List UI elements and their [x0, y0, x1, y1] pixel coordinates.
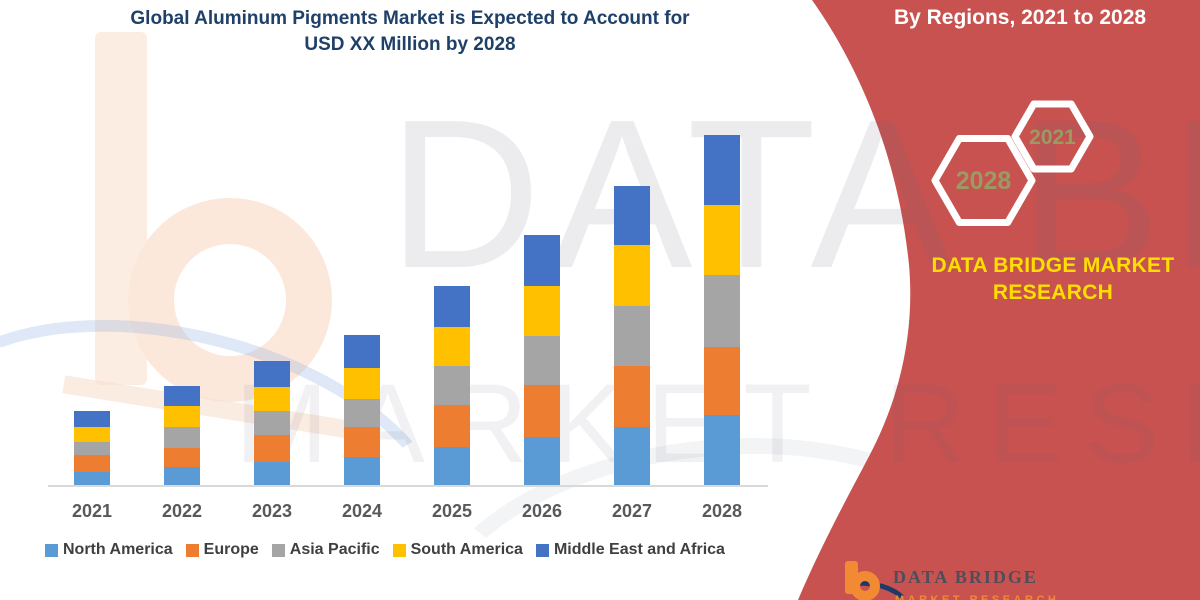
bar-segment-north-america	[524, 437, 560, 485]
legend-swatch	[535, 543, 549, 557]
bar-segment-asia-pacific	[434, 366, 470, 405]
x-axis-tick-label: 2027	[611, 501, 653, 521]
brand-name-yellow: DATA BRIDGE MARKET RESEARCH	[931, 254, 1175, 304]
stacked-bar-2028	[704, 135, 740, 485]
bar-segment-europe	[524, 385, 560, 437]
chart-legend: North America Europe Asia Pacific South Ame…	[45, 541, 725, 559]
legend-swatch	[271, 543, 285, 557]
bar-segment-north-america	[614, 427, 650, 485]
hexagon-2021	[1011, 100, 1094, 173]
bar-segment-south-america	[704, 205, 740, 275]
legend-swatch	[392, 543, 406, 557]
bar-segment-middle-east-and-africa	[614, 186, 650, 245]
x-axis-tick-label: 2022	[161, 501, 203, 521]
footer-b-logo-bowl	[850, 571, 880, 600]
bar-segment-asia-pacific	[164, 427, 200, 448]
watermark-text-line1: DATA BRIDGE	[388, 75, 1200, 312]
footer-brand-subtext: MARKET RESEARCH	[895, 594, 1060, 600]
bar-segment-europe	[434, 405, 470, 447]
bar-segment-asia-pacific	[344, 399, 380, 427]
legend-label: Middle East and Africa	[553, 541, 725, 558]
hexagon-2028-label: 2028	[956, 167, 1012, 195]
bar-segment-asia-pacific	[74, 442, 110, 455]
x-axis-tick-label: 2023	[251, 501, 293, 521]
legend-swatch	[185, 543, 199, 557]
x-axis-tick-label: 2024	[341, 501, 383, 521]
bar-segment-south-america	[164, 406, 200, 427]
bar-segment-asia-pacific	[254, 411, 290, 435]
stacked-bar-2024	[344, 335, 380, 485]
bar-segment-europe	[344, 427, 380, 457]
bar-segment-europe	[164, 448, 200, 467]
legend-label: North America	[63, 541, 173, 558]
bar-segment-south-america	[344, 368, 380, 399]
bar-segment-europe	[254, 435, 290, 462]
stacked-bar-2025	[434, 286, 470, 485]
stacked-bar-2021	[74, 411, 110, 485]
bar-segment-asia-pacific	[614, 306, 650, 366]
bar-segment-middle-east-and-africa	[704, 135, 740, 205]
bar-segment-middle-east-and-africa	[344, 335, 380, 368]
bar-segment-middle-east-and-africa	[74, 411, 110, 427]
bar-segment-north-america	[74, 472, 110, 485]
legend-label: Asia Pacific	[289, 541, 380, 558]
bar-segment-south-america	[614, 245, 650, 306]
hexagon-2028	[931, 135, 1036, 226]
bar-segment-europe	[704, 347, 740, 415]
legend-item-asia-pacific: Asia Pacific	[271, 541, 380, 559]
ribbon-heading: By Regions, 2021 to 2028	[893, 6, 1147, 29]
legend-item-north-america: North America	[45, 541, 173, 559]
x-axis-tick-label: 2026	[521, 501, 563, 521]
legend-item-south-america: South America	[392, 541, 523, 559]
legend-item-middle-east-and-africa: Middle East and Africa	[535, 541, 725, 559]
x-axis-tick-label: 2021	[71, 501, 113, 521]
legend-label: South America	[410, 541, 523, 558]
legend-swatch	[45, 543, 58, 557]
hexagon-2021-label: 2021	[1029, 126, 1076, 149]
bar-segment-south-america	[434, 327, 470, 366]
stacked-bar-2026	[524, 235, 560, 485]
bar-segment-middle-east-and-africa	[434, 286, 470, 327]
chart-title: Global Aluminum Pigments Market is Expec…	[130, 8, 690, 55]
x-axis-line	[48, 485, 768, 487]
year-hexagons: 2021 2028	[931, 100, 1094, 226]
bar-segment-europe	[614, 366, 650, 427]
stacked-bar-2027	[614, 186, 650, 485]
x-axis-tick-label: 2025	[431, 501, 473, 521]
stacked-bar-2023	[254, 361, 290, 485]
bar-segment-north-america	[434, 447, 470, 485]
legend-item-europe: Europe	[185, 541, 259, 559]
bar-segment-north-america	[164, 467, 200, 485]
bar-segment-asia-pacific	[524, 336, 560, 385]
x-axis-tick-label: 2028	[701, 501, 743, 521]
bar-segment-europe	[74, 455, 110, 472]
bar-segment-north-america	[704, 415, 740, 485]
footer-brand-name: DATA BRIDGE	[893, 567, 1038, 587]
bar-segment-north-america	[254, 462, 290, 485]
bar-segment-south-america	[524, 286, 560, 336]
bar-segment-middle-east-and-africa	[254, 361, 290, 387]
bar-segment-north-america	[344, 457, 380, 485]
bar-segment-south-america	[74, 427, 110, 442]
legend-label: Europe	[203, 541, 259, 558]
bar-segment-asia-pacific	[704, 275, 740, 347]
stacked-bar-2022	[164, 386, 200, 485]
bar-segment-south-america	[254, 387, 290, 411]
bar-segment-middle-east-and-africa	[164, 386, 200, 406]
bar-segment-middle-east-and-africa	[524, 235, 560, 286]
